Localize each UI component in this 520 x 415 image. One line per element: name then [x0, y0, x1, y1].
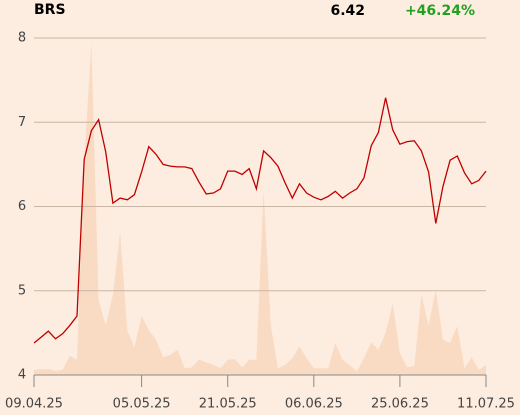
y-tick-label: 6: [18, 199, 26, 214]
x-tick-label: 11.07.25: [457, 397, 515, 412]
y-tick-label: 8: [18, 31, 26, 46]
price: 6.42: [330, 3, 365, 19]
x-tick-label: 25.06.25: [371, 397, 429, 412]
symbol: BRS: [34, 2, 66, 18]
x-tick-label: 09.04.25: [5, 397, 63, 412]
y-tick-label: 5: [18, 283, 26, 298]
y-tick-label: 7: [18, 115, 26, 130]
price-line: [33, 97, 487, 344]
volume-area: [34, 43, 486, 375]
x-tick-label: 06.06.25: [285, 397, 343, 412]
x-tick-label: 21.05.25: [199, 397, 257, 412]
x-tick-label: 05.05.25: [113, 397, 171, 412]
y-tick-label: 4: [18, 368, 26, 383]
change: +46.24%: [405, 3, 475, 19]
